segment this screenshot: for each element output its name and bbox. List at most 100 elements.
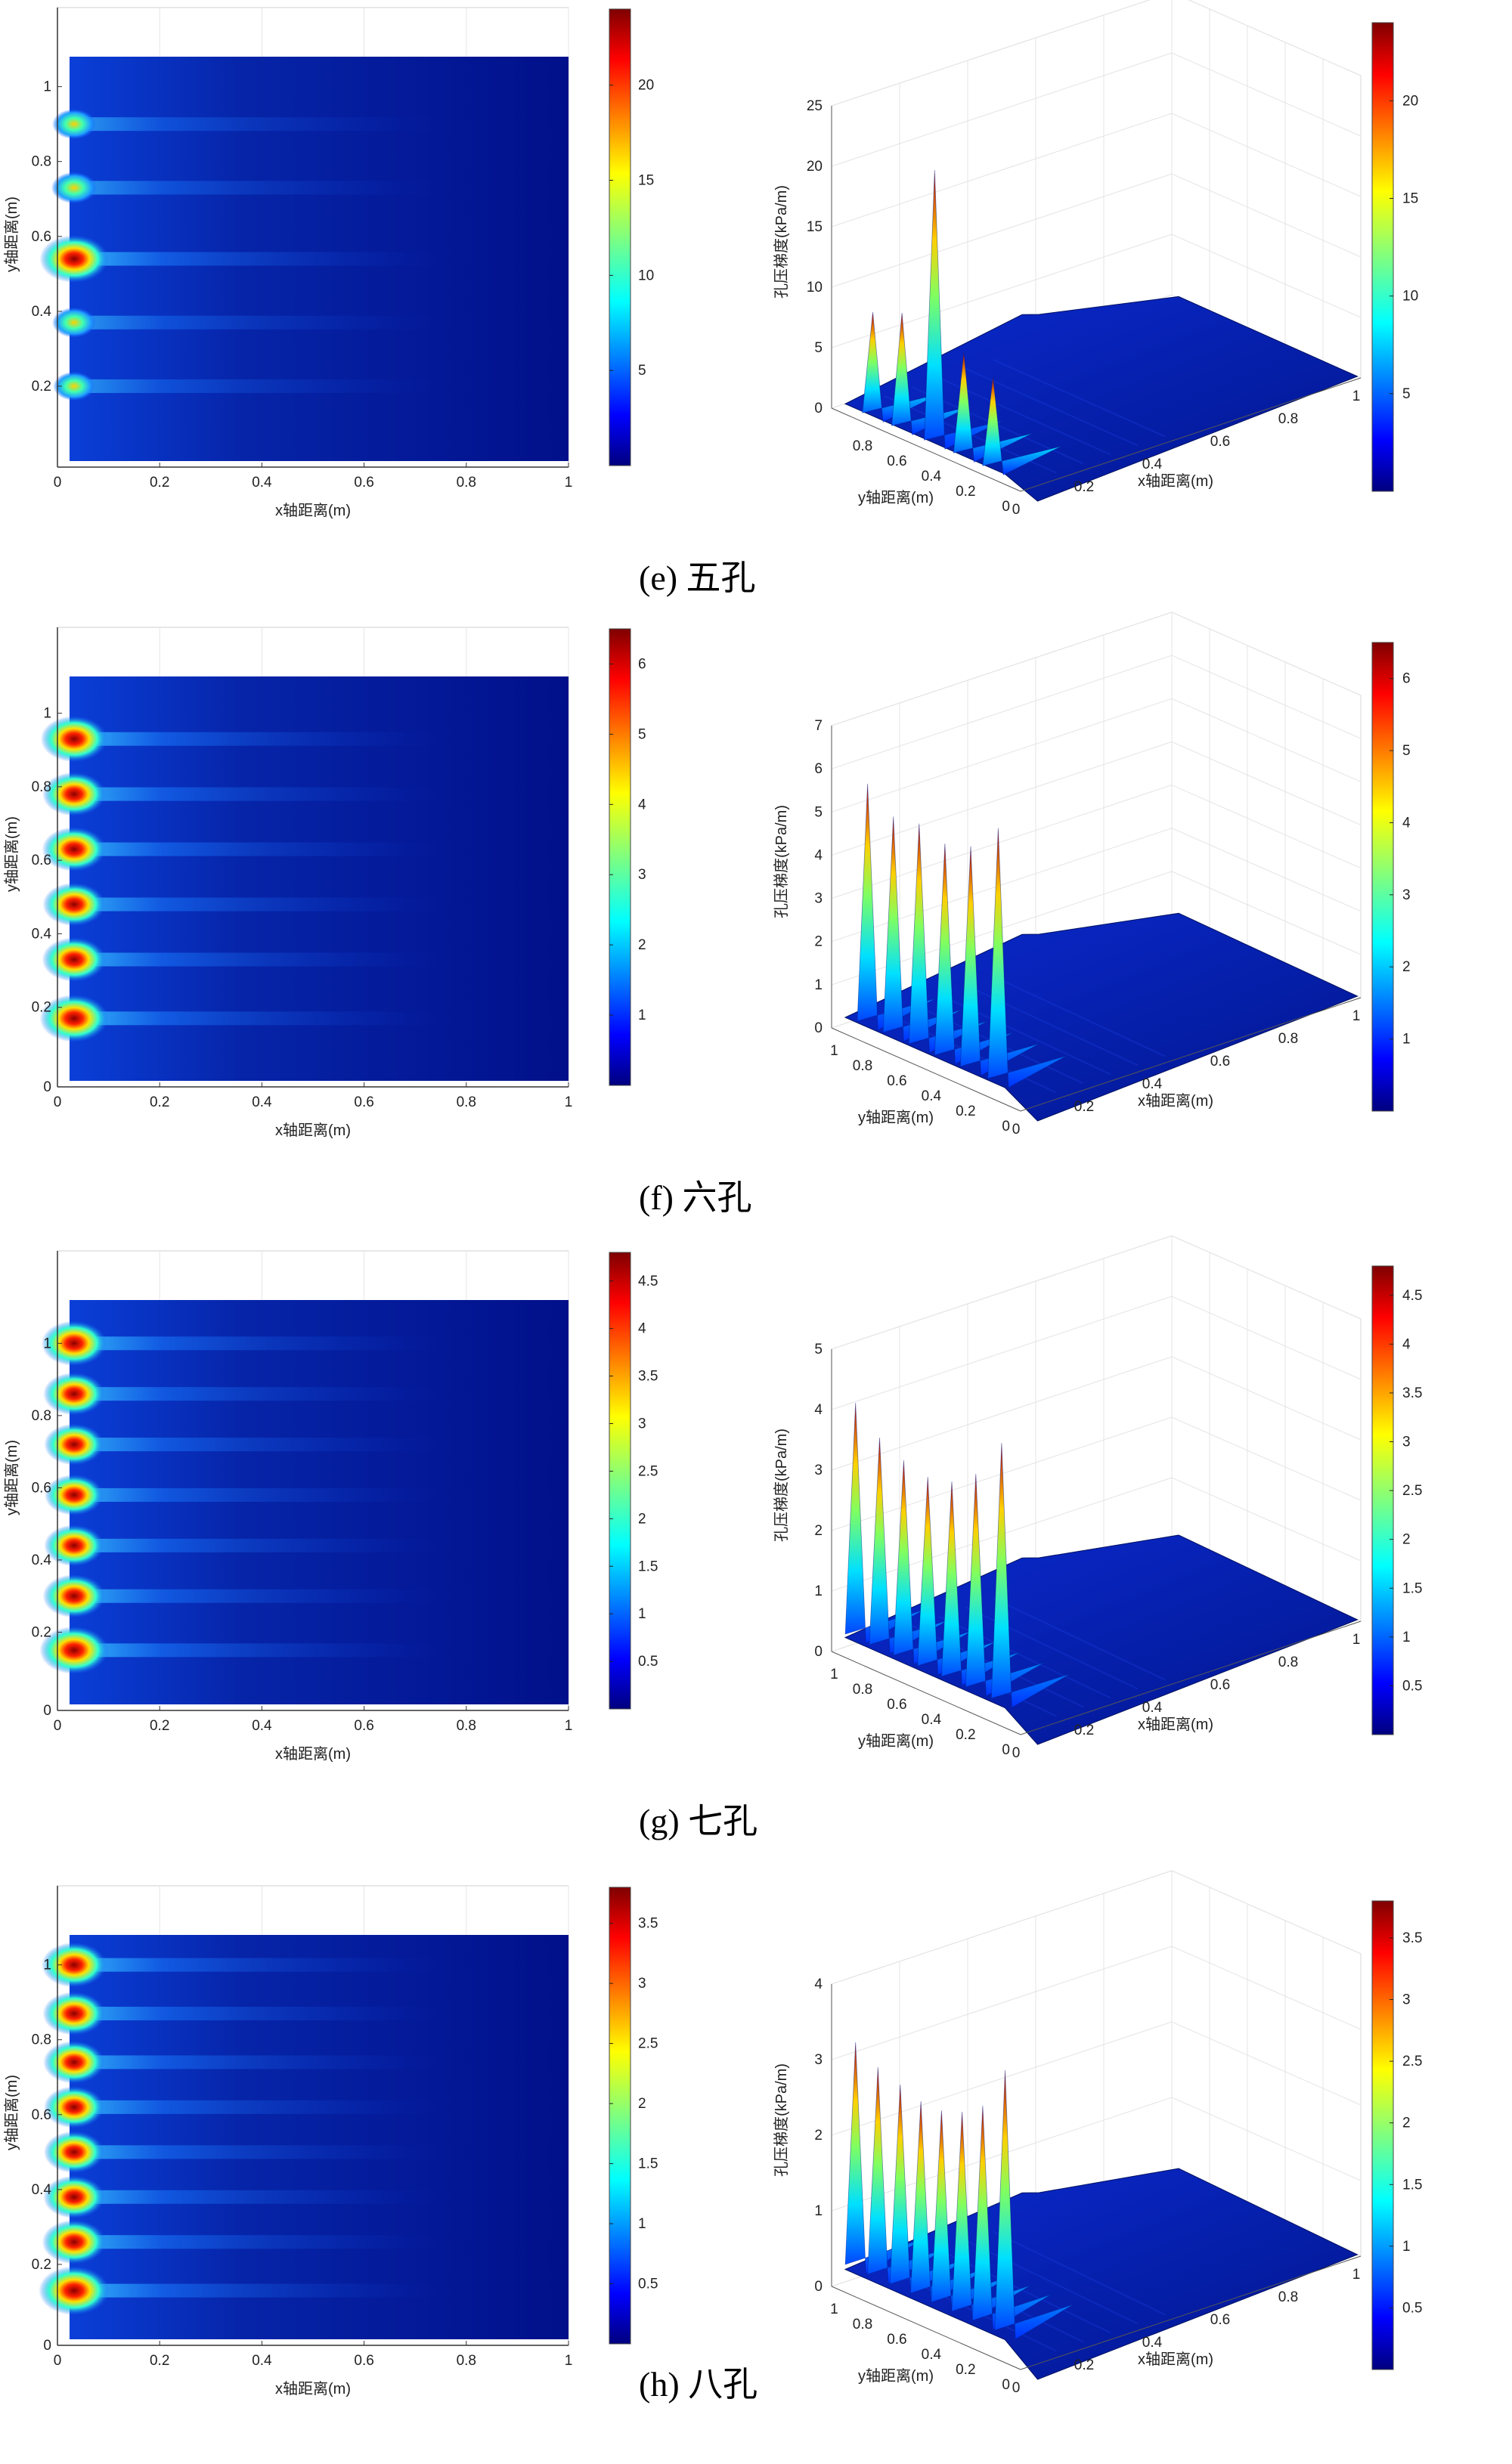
surface-gridline [831, 1416, 1362, 1531]
surface-z-tick-label: 2 [814, 934, 823, 950]
surface-gridline [831, 655, 1362, 769]
surface-spike [994, 2069, 1074, 2340]
heatmap-x-tick-label: 0.6 [354, 2353, 373, 2369]
surface-z-tick-label: 1 [814, 977, 823, 993]
heatmap-y-tick-label: 0.4 [32, 1552, 52, 1568]
heatmap-colorbar-tick-label: 3.5 [638, 1369, 658, 1385]
heatmap-streak [70, 1589, 444, 1603]
surface-colorbar-tick-label: 5 [1402, 743, 1411, 759]
surface-x-tick-label: 0.6 [1210, 1677, 1230, 1693]
surface-z-tick-label: 7 [814, 718, 823, 734]
heatmap-hotspot [44, 1423, 104, 1466]
heatmap-streak [70, 2055, 444, 2069]
heatmap-colorbar-tick-label: 15 [638, 173, 654, 189]
surface-y-axis-label: y轴距离(m) [858, 1732, 934, 1750]
surface-x-tick-label: 0.2 [1074, 1723, 1094, 1738]
heatmap-hotspot [44, 1525, 104, 1567]
heatmap-x-tick-label: 0.4 [252, 475, 272, 491]
surface-x-tick-label: 0.8 [1278, 2289, 1298, 2305]
surface-x-tick-label: 0.4 [1142, 457, 1163, 472]
heatmap-streak [70, 2283, 444, 2298]
surface-gridline [831, 1477, 1362, 1592]
surface-x-tick-label: 0.2 [1074, 2357, 1094, 2373]
heatmap-colorbar-tick-label: 2.5 [638, 2036, 658, 2052]
heatmap-streak [70, 732, 444, 746]
surface-x-tick-label: 0.4 [1142, 1076, 1163, 1092]
heatmap-colorbar-tick-label: 1.5 [638, 2156, 658, 2172]
surface-spike [891, 312, 971, 435]
heatmap-x-tick-label: 1 [565, 2353, 573, 2369]
heatmap-streak [70, 1643, 444, 1658]
surface-colorbar-tick-label: 4 [1402, 815, 1411, 831]
surface-y-tick-label: 0 [1002, 1119, 1010, 1134]
surface-y-tick-label: 0.4 [922, 2347, 942, 2363]
surface-z-tick-label: 1 [814, 1583, 823, 1599]
heatmap-y-tick-label: 0.6 [32, 229, 51, 245]
panel-6-holes: 0 0.2 0.4 0.6 0.8 100.20.40.60.81x轴距离(m)y轴距离(… [3, 611, 1411, 1217]
surface-x-tick-label: 0 [1012, 502, 1021, 518]
heatmap-streak [70, 1336, 444, 1351]
surface-y-tick-label: 0.2 [956, 1727, 975, 1743]
surface-spike [882, 816, 962, 1042]
heatmap-colorbar-tick-label: 2.5 [638, 1463, 658, 1479]
heatmap-x-tick-label: 1 [565, 475, 573, 491]
surface-colorbar-tick-label: 3.5 [1402, 1385, 1422, 1401]
surface-z-tick-label: 3 [814, 2052, 823, 2068]
surface-colorbar [1371, 642, 1394, 1112]
heatmap-colorbar-tick-label: 1 [638, 1008, 646, 1023]
heatmap-x-axis-label: x轴距离(m) [275, 1745, 351, 1763]
heatmap-y-tick-label: 1 [43, 706, 51, 722]
surface-spike [953, 351, 1033, 463]
heatmap-y-tick-label: 1 [43, 1336, 51, 1351]
heatmap-y-tick-label: 0.8 [32, 1408, 51, 1424]
surface-y-axis [831, 1027, 1021, 1112]
heatmap-x-tick-label: 0 [54, 2353, 62, 2369]
heatmap-streak [70, 2190, 444, 2204]
heatmap-streak [70, 379, 444, 393]
surface-y-tick-label: 0.2 [956, 1104, 975, 1119]
surface-x-tick-label: 1 [1352, 1008, 1361, 1024]
heatmap-colorbar-tick-label: 4 [638, 1321, 646, 1337]
heatmap-x-tick-label: 0.2 [150, 2353, 169, 2369]
surface-shading-line [965, 367, 1139, 447]
surface-z-axis-label: 孔压梯度(kPa/m) [773, 1429, 790, 1542]
panel-caption: (e) 五孔 [639, 559, 756, 597]
surface-z-tick-label: 3 [814, 1463, 823, 1478]
surface-colorbar-tick-label: 2 [1402, 959, 1411, 975]
heatmap-colorbar-tick-label: 10 [638, 268, 654, 283]
heatmap-hotspot [51, 172, 98, 204]
surface-colorbar-tick-label: 5 [1402, 386, 1411, 402]
heatmap-field [70, 1935, 569, 2339]
heatmap-hotspot [43, 2131, 105, 2174]
surface-z-tick-label: 0 [814, 1644, 823, 1660]
surface-x-axis-label: x轴距离(m) [1138, 1716, 1213, 1733]
surface-colorbar-tick-label: 2 [1402, 1532, 1411, 1548]
surface-y-axis [831, 1651, 1021, 1735]
surface-z-tick-label: 2 [814, 1523, 823, 1539]
surface-gridline [831, 234, 1362, 348]
heatmap-hotspot [42, 1992, 106, 2035]
surface-y-tick-label: 0.8 [853, 438, 872, 454]
surface-gridline [831, 1235, 1362, 1350]
surface-x-tick-label: 0 [1012, 1122, 1021, 1138]
surface-y-axis-label: y轴距离(m) [858, 2367, 934, 2385]
heatmap-y-tick-label: 0 [43, 1079, 51, 1095]
surface-colorbar-tick-label: 0.5 [1402, 2300, 1422, 2316]
surface-y-tick-label: 0.6 [887, 1073, 906, 1089]
heatmap-y-tick-label: 0.2 [32, 1000, 51, 1016]
heatmap-x-tick-label: 0.8 [457, 1094, 476, 1110]
surface-y-tick-label: 1 [830, 1667, 838, 1682]
panel-caption: (f) 六孔 [639, 1178, 751, 1217]
heatmap-x-tick-label: 0.4 [252, 2353, 272, 2369]
heatmap-y-tick-label: 1 [43, 79, 51, 95]
surface-z-tick-label: 5 [814, 340, 823, 356]
heatmap-colorbar-tick-label: 1 [638, 1606, 646, 1622]
heatmap-streak [70, 1387, 444, 1401]
heatmap-colorbar-tick-label: 3 [638, 867, 646, 883]
heatmap-hotspot [52, 109, 96, 140]
surface-x-tick-label: 1 [1352, 1632, 1361, 1648]
heatmap-y-axis-label: y轴距离(m) [3, 1440, 20, 1515]
heatmap-hotspot [52, 307, 96, 338]
surface-shading-line [993, 2230, 1166, 2316]
